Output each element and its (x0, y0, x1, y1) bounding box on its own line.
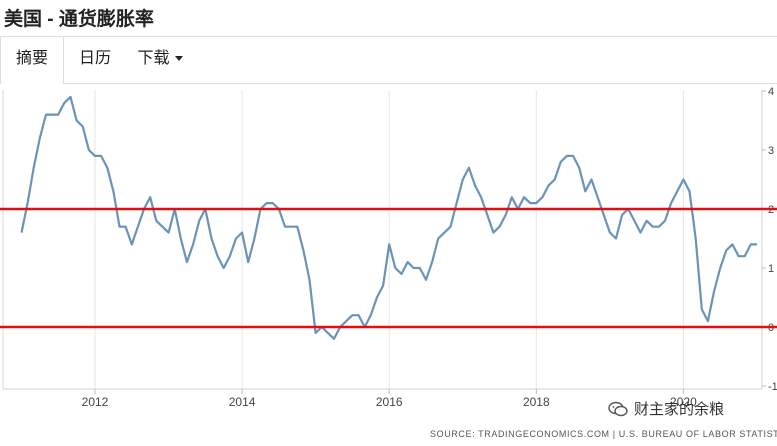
tab-bar: 摘要 日历 下载 (0, 36, 777, 84)
x-tick-label: 2014 (229, 395, 256, 409)
chevron-down-icon (174, 56, 183, 62)
watermark: 财主家的余粮 (608, 398, 724, 419)
x-tick-label: 2012 (82, 395, 109, 409)
x-tick-label: 2016 (376, 395, 403, 409)
x-tick-label: 2020 (670, 395, 697, 409)
y-tick-label: -1 (768, 381, 777, 393)
tab-download[interactable]: 下载 (128, 37, 192, 83)
y-tick-label: 1 (768, 263, 774, 275)
tab-summary-label: 摘要 (15, 50, 48, 67)
page-title: 美国 - 通货膨胀率 (4, 9, 154, 30)
tab-summary[interactable]: 摘要 (0, 37, 64, 84)
tab-download-label: 下载 (137, 50, 170, 67)
y-tick-label: 4 (768, 86, 774, 98)
tab-calendar-label: 日历 (78, 50, 111, 67)
source-note: SOURCE: TRADINGECONOMICS.COM | U.S. BURE… (430, 429, 777, 439)
wechat-icon (608, 401, 628, 416)
tab-calendar[interactable]: 日历 (64, 37, 126, 83)
x-tick-label: 2018 (523, 395, 550, 409)
title-bar: 美国 - 通货膨胀率 (0, 0, 777, 34)
watermark-text: 财主家的余粮 (634, 401, 725, 418)
y-tick-label: 3 (768, 145, 774, 157)
